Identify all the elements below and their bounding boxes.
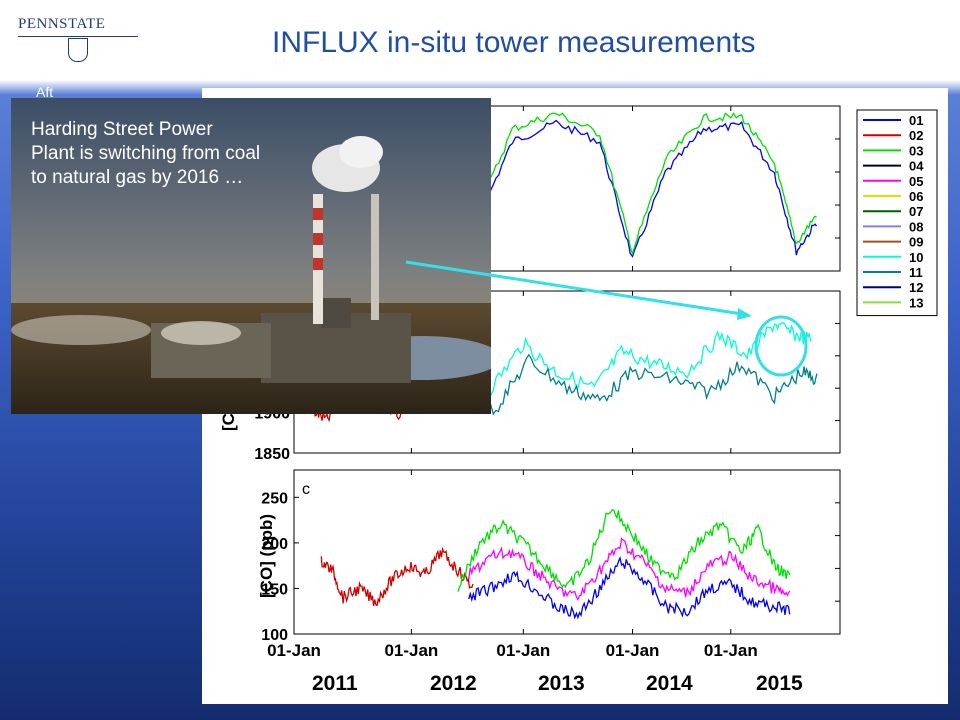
x-tick-label: 01-Jan (384, 641, 438, 660)
power-plant-illustration (11, 98, 491, 414)
year-label: 2013 (538, 672, 585, 695)
year-label: 2012 (430, 672, 477, 695)
logo-rule (18, 36, 138, 37)
series-line-01 (468, 555, 791, 620)
logo-wordmark: PENNSTATE (18, 16, 106, 32)
legend-label: 04 (909, 159, 924, 174)
photo-caption: Harding Street Power Plant is switching … (31, 119, 261, 188)
shield-icon (68, 38, 88, 62)
year-label: 2011 (312, 672, 358, 695)
y-tick-label: 250 (261, 490, 288, 507)
series-line-10 (430, 321, 812, 400)
slide-title: INFLUX in-situ tower measurements (272, 26, 756, 59)
panel-frame (293, 469, 841, 635)
series-line-05 (468, 537, 791, 601)
partial-body-text: Aft (36, 84, 54, 100)
legend-box (856, 109, 938, 317)
legend-label: 09 (909, 235, 923, 250)
y-tick-label: 100 (261, 627, 288, 644)
power-plant-photo: Harding Street Power Plant is switching … (11, 98, 491, 414)
y-tick-label: 1850 (254, 446, 290, 463)
y-axis-label: [CO] (ppb) (257, 514, 276, 598)
arrow-head-icon (737, 308, 752, 320)
legend-label: 07 (909, 204, 923, 219)
legend-label: 01 (909, 113, 923, 128)
x-tick-label: 01-Jan (267, 641, 321, 660)
highlight-circle (754, 315, 808, 377)
legend-label: 13 (909, 295, 923, 310)
legend-label: 05 (909, 174, 923, 189)
x-tick-label: 01-Jan (704, 641, 758, 660)
year-label: 2014 (646, 672, 693, 695)
y-tick-label: 200 (261, 536, 288, 553)
x-tick-label: 01-Jan (496, 641, 550, 660)
legend-label: 06 (909, 189, 923, 204)
x-tick-label: 01-Jan (606, 641, 660, 660)
pennstate-logo: PENNSTATE (14, 10, 138, 62)
legend-label: 12 (909, 280, 923, 295)
panel-label: c (302, 481, 310, 498)
legend-label: 08 (909, 219, 923, 234)
annotation-arrow (405, 260, 743, 316)
legend-label: 11 (909, 265, 923, 280)
legend-label: 02 (909, 128, 923, 143)
legend-label: 10 (909, 250, 923, 265)
series-line-11 (457, 353, 818, 416)
y-axis-label: [C (219, 413, 238, 431)
series-line-03 (457, 509, 791, 592)
legend-label: 03 (909, 143, 923, 158)
y-tick-label: 150 (261, 581, 288, 598)
year-label: 2015 (756, 672, 803, 695)
series-line-02 (320, 546, 474, 607)
